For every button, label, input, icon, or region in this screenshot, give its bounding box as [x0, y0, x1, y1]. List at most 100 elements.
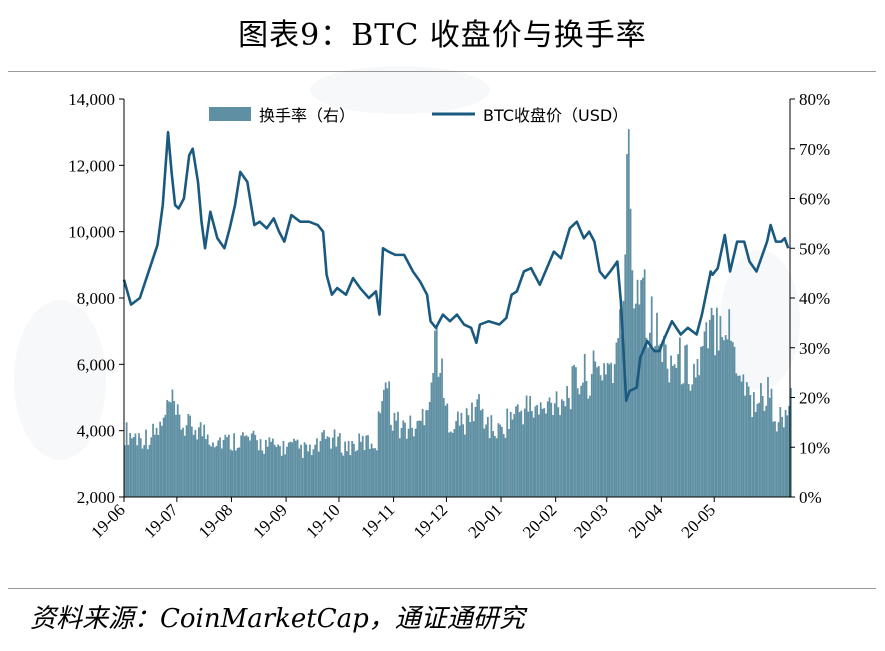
turnover-bar [270, 441, 272, 497]
turnover-bar [273, 444, 276, 497]
turnover-bar [185, 425, 188, 497]
turnover-bar [256, 440, 258, 497]
turnover-bar [712, 315, 715, 497]
turnover-bar [296, 439, 299, 497]
turnover-bar [645, 337, 648, 497]
turnover-bar [506, 408, 509, 497]
turnover-bar [222, 439, 225, 497]
turnover-bar [134, 433, 137, 497]
turnover-bar [492, 431, 494, 497]
turnover-bar [622, 300, 625, 497]
turnover-bar [779, 407, 782, 497]
turnover-bar [323, 430, 325, 497]
turnover-bar [384, 382, 387, 497]
turnover-bar [257, 450, 260, 497]
turnover-bar [680, 384, 683, 497]
turnover-bar [331, 437, 334, 497]
turnover-bar [125, 422, 128, 497]
turnover-bar [455, 421, 457, 497]
turnover-bar [354, 451, 357, 497]
turnover-bar [363, 450, 366, 497]
turnover-bar [416, 421, 419, 497]
turnover-bar [696, 359, 699, 497]
turnover-bar [238, 447, 241, 497]
turnover-bar [714, 355, 716, 497]
turnover-bar [730, 340, 732, 497]
turnover-bar [379, 413, 382, 497]
turnover-bar [610, 362, 613, 497]
turnover-bar [564, 406, 567, 497]
turnover-bar [596, 367, 598, 497]
turnover-bar [249, 440, 251, 497]
bottom-rule [8, 588, 876, 589]
turnover-bar [178, 414, 181, 497]
turnover-bar [176, 404, 179, 497]
turnover-bar [701, 346, 704, 497]
turnover-bar [490, 415, 493, 497]
turnover-bar [733, 346, 736, 497]
turnover-bar [760, 383, 762, 497]
turnover-bar [388, 381, 391, 497]
turnover-bar [745, 382, 748, 497]
turnover-bar [148, 444, 151, 497]
turnover-bar [446, 403, 449, 497]
turnover-bar [508, 429, 510, 497]
turnover-bar [152, 423, 154, 497]
turnover-bar [127, 444, 130, 497]
turnover-bar [353, 443, 355, 497]
turnover-bar [501, 426, 503, 497]
turnover-bar [682, 383, 685, 497]
turnover-bar [240, 435, 243, 497]
x-tick-label: 19-07 [140, 500, 182, 542]
turnover-bar [633, 308, 635, 497]
left-tick-label: 6,000 [77, 355, 115, 374]
turnover-bar [303, 442, 306, 497]
turnover-bar [469, 422, 472, 497]
turnover-bar [312, 449, 315, 497]
turnover-bar [407, 428, 410, 497]
turnover-bar [728, 309, 731, 497]
turnover-bar [749, 395, 752, 497]
turnover-bar [703, 331, 706, 497]
turnover-bar [280, 455, 283, 497]
turnover-bar [169, 402, 172, 497]
turnover-bar [539, 402, 542, 497]
turnover-bar [634, 303, 637, 497]
right-tick-label: 30% [799, 339, 830, 358]
turnover-bar [300, 444, 302, 497]
legend-label-turnover: 换手率（右） [259, 106, 355, 125]
turnover-bar [603, 363, 605, 497]
turnover-bar [338, 433, 341, 497]
turnover-bar [203, 424, 206, 497]
turnover-bar [449, 431, 452, 497]
turnover-bar [372, 448, 375, 497]
turnover-bar [229, 449, 232, 497]
turnover-bar [495, 438, 498, 497]
turnover-bar [707, 348, 709, 497]
right-tick-label: 80% [799, 90, 830, 109]
turnover-bar [277, 444, 280, 497]
turnover-bar [435, 325, 438, 497]
turnover-bar [307, 451, 309, 497]
turnover-bar [194, 430, 197, 497]
left-tick-label: 4,000 [77, 422, 115, 441]
turnover-bar [411, 427, 413, 497]
turnover-bar [723, 340, 725, 497]
turnover-bar [731, 342, 734, 497]
turnover-bar [525, 395, 528, 497]
chart-canvas: 14,000 12,000 10,000 8,000 6,000 4,000 2,000 80… [68, 90, 831, 542]
turnover-bar [747, 386, 750, 497]
turnover-bar [589, 395, 591, 497]
turnover-bar [136, 445, 139, 497]
turnover-bar [513, 414, 516, 497]
turnover-bar [557, 407, 560, 497]
turnover-bar [486, 417, 489, 497]
turnover-bar [231, 450, 234, 497]
turnover-bar [587, 398, 590, 497]
turnover-bar [527, 411, 530, 497]
turnover-bar [233, 433, 235, 497]
turnover-bar [326, 436, 329, 497]
turnover-bar [453, 429, 456, 497]
turnover-bar [294, 440, 297, 497]
turnover-bar [781, 416, 783, 497]
